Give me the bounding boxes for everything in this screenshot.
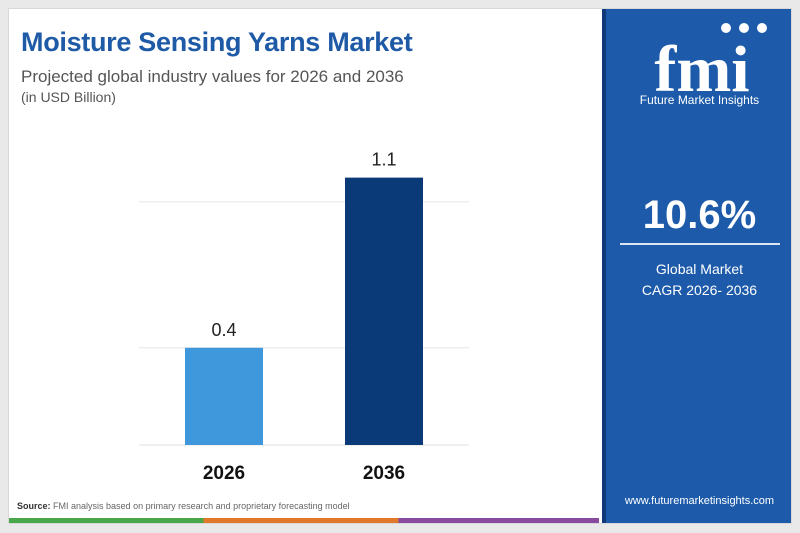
infographic-card: Moisture Sensing Yarns Market Projected … [8, 8, 792, 524]
cagr-label: Global Market CAGR 2026- 2036 [606, 259, 791, 301]
bar-chart: 0.4 2026 1.1 2036 [139, 150, 469, 484]
website-link[interactable]: www.futuremarketinsights.com [624, 495, 775, 507]
bar-2026 [185, 347, 263, 445]
color-strip [9, 518, 599, 523]
data-label-2026: 0.4 [211, 320, 236, 340]
chart-subtitle: Projected global industry values for 202… [21, 67, 404, 86]
data-label-2036: 1.1 [371, 150, 396, 170]
fmi-logo: fmi [654, 23, 767, 99]
divider-line [620, 243, 780, 245]
logo-text: fmi [654, 33, 749, 99]
x-tick-label-2036: 2036 [363, 463, 405, 484]
source-label: Source: [17, 501, 51, 511]
source-note: Source: FMI analysis based on primary re… [17, 501, 350, 511]
logo-caption: Future Market Insights [639, 93, 760, 107]
chart-unit: (in USD Billion) [21, 89, 116, 105]
x-tick-label-2026: 2026 [203, 463, 245, 484]
cagr-label-line1: Global Market [655, 261, 744, 277]
cagr-value: 10.6% [642, 193, 757, 237]
sidebar-panel: fmi Future Market Insights 10.6% Global … [602, 9, 791, 523]
bar-2036 [345, 177, 423, 445]
cagr-label-line2: CAGR 2026- 2036 [641, 282, 758, 298]
chart-title: Moisture Sensing Yarns Market [21, 27, 413, 57]
source-text: FMI analysis based on primary research a… [53, 501, 350, 511]
